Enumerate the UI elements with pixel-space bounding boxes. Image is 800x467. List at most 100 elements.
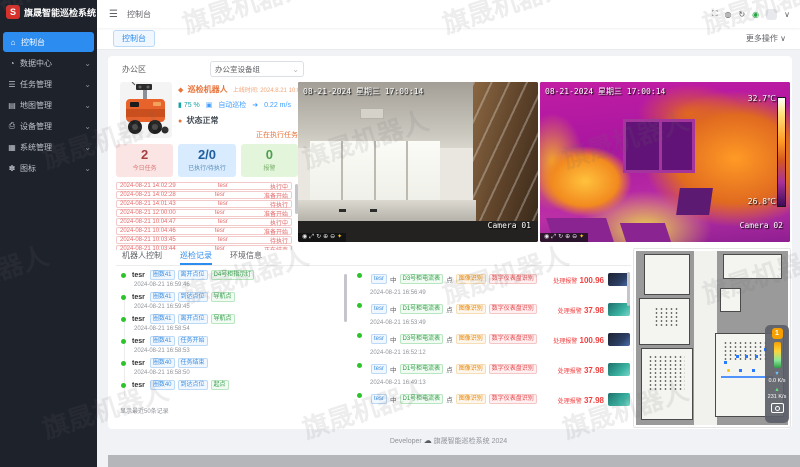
task-log-row[interactable]: 2024-08-21 14:02:29 tesr 执行中 xyxy=(116,182,292,191)
zoom-in-icon[interactable]: ⊕ xyxy=(323,234,329,240)
refresh-icon[interactable]: ↻ xyxy=(558,234,564,240)
camera-feed-1[interactable]: 08-21-2024 星期三 17:00:14 Camera 01 ◉ ⤢ ↻ ⊕ ⊖ ✦ xyxy=(298,82,538,242)
more-actions-button[interactable]: 更多操作 ∨ xyxy=(745,34,786,43)
chevron-down-icon: ⌄ xyxy=(84,142,91,152)
task-log-row[interactable]: 2024-08-21 10:04:47 tesr 执行中 xyxy=(116,218,292,227)
refresh-icon[interactable]: ↻ xyxy=(316,234,322,240)
user-status-icon[interactable]: ◉ xyxy=(752,9,760,19)
event-tag: 到达点位 xyxy=(177,380,208,390)
sidebar-item-数据中心[interactable]: ◔ 数据中心 ⌄ xyxy=(0,53,97,73)
app-logo[interactable]: S 旗晟智能巡检系统 xyxy=(0,0,97,24)
map-widget[interactable]: 1 ▼ 0.0 K/s ▲ 231 K/s xyxy=(633,248,791,428)
inspection-result[interactable]: tesr 中 D1号柜电流表点图像识别 数字仪表盘识别 处理报警 37.98 2024-0… xyxy=(354,300,630,330)
upload-arrow-icon: ▲ xyxy=(774,387,780,394)
stat-card: 2 今日任务 xyxy=(116,144,174,177)
sidebar-item-图标[interactable]: ✽ 图标 ⌄ xyxy=(0,158,97,178)
light-icon[interactable]: ✦ xyxy=(337,234,343,240)
sidebar-item-系统管理[interactable]: ▦ 系统管理 ⌄ xyxy=(0,137,97,157)
alarm-result: 处理报警 100.96 xyxy=(553,330,604,348)
device-icon: ⎙ xyxy=(8,121,16,130)
separator-text: 点 xyxy=(446,307,453,314)
task-log-row[interactable]: 2024-08-21 12:00:00 tesr 准备开始 xyxy=(116,209,292,218)
sidebar-item-控制台[interactable]: ⌂ 控制台 xyxy=(3,32,94,52)
recognition-tag: 图像识别 xyxy=(455,274,486,284)
expand-icon[interactable]: ⤢ xyxy=(309,234,315,240)
result-thumbnail[interactable] xyxy=(608,302,630,316)
records-footer-note: 显示最近50条记录 xyxy=(120,409,169,415)
event-time: 2024-08-21 16:49:13 xyxy=(370,380,426,386)
log-task-name: tesr xyxy=(217,201,228,207)
status-dot xyxy=(357,393,362,398)
sidebar-item-label: 设备管理 xyxy=(20,121,52,131)
patrol-event[interactable]: tesr 圈数41 到达点位 导航点 2024-08-21 16:59:45 xyxy=(118,292,348,314)
records-tabs: 机器人控制 巡检记录 环境信息 xyxy=(116,250,631,266)
info-icon[interactable]: ◉ xyxy=(544,234,550,240)
camera1-label: Camera 01 xyxy=(487,221,531,230)
stat-value: 2/0 xyxy=(197,147,217,162)
result-thumbnail[interactable] xyxy=(608,332,630,346)
patrol-event[interactable]: tesr 圈数40 到达点位 起点 xyxy=(118,380,348,402)
avatar[interactable] xyxy=(766,8,778,20)
fullscreen-icon[interactable]: ⛶ xyxy=(711,9,718,18)
light-icon[interactable]: ✦ xyxy=(579,234,585,240)
refresh-icon[interactable]: ↻ xyxy=(738,9,746,19)
patrol-event[interactable]: tesr 圈数41 任务开始 2024-08-21 16:58:53 xyxy=(118,336,348,358)
task-log-row[interactable]: 2024-08-21 10:03:45 tesr 待执行 xyxy=(116,236,292,245)
event-tag: 圈数41 xyxy=(149,314,175,324)
result-thumbnail[interactable] xyxy=(608,272,630,286)
robot-status: 状态正常 xyxy=(186,116,219,125)
inspection-result[interactable]: tesr 中 D3号柜电流表点图像识别 数字仪表盘识别 处理报警 100.96 2024-… xyxy=(354,330,630,360)
info-icon[interactable]: ◉ xyxy=(302,234,308,240)
chevron-down-icon[interactable]: ∨ xyxy=(784,9,790,19)
sidebar-item-设备管理[interactable]: ⎙ 设备管理 ⌄ xyxy=(0,116,97,136)
log-time: 2024-08-21 10:04:47 xyxy=(120,219,176,225)
status-dot xyxy=(121,273,126,278)
collapse-menu-icon[interactable]: ☰ xyxy=(109,8,118,20)
task-name: tesr xyxy=(132,381,145,389)
app-title: 旗晟智能巡检系统 xyxy=(24,7,97,18)
result-thumbnail[interactable] xyxy=(608,392,630,406)
status-icon: ● xyxy=(178,118,183,125)
inspection-result[interactable]: tesr 中 D1号柜电流表点图像识别 数字仪表盘识别 处理报警 37.98 2024-0… xyxy=(354,360,630,390)
alarm-label: 处理报警 xyxy=(557,399,582,405)
tab-巡检记录[interactable]: 巡检记录 xyxy=(180,250,212,265)
expand-icon[interactable]: ⤢ xyxy=(551,234,557,240)
task-tag: tesr xyxy=(371,304,388,314)
task-log-row[interactable]: 2024-08-21 10:03:44 tesr 正在结束 xyxy=(116,245,292,250)
camera-feed-2-thermal[interactable]: 32.7℃ 26.8℃ 08-21-2024 星期三 17:00:14 Came… xyxy=(540,82,790,242)
inspection-result[interactable]: tesr 中 D1号柜电流表点图像识别 数字仪表盘识别 处理报警 37.98 xyxy=(354,390,630,420)
tab-环境信息[interactable]: 环境信息 xyxy=(230,251,262,260)
device-group-select[interactable]: 办公室设备组 ⌄ xyxy=(210,61,304,77)
tab-机器人控制[interactable]: 机器人控制 xyxy=(122,251,162,260)
scrollbar[interactable] xyxy=(627,272,630,306)
sidebar-item-地图管理[interactable]: ▤ 地图管理 ⌄ xyxy=(0,95,97,115)
patrol-event[interactable]: tesr 圈数40 任务结束 2024-08-21 16:58:50 xyxy=(118,358,348,380)
status-dot xyxy=(121,317,126,322)
tab-console[interactable]: 控制台 xyxy=(113,30,155,47)
log-status: 执行中 xyxy=(269,184,288,191)
snapshot-camera-icon[interactable] xyxy=(770,403,784,414)
task-log-row[interactable]: 2024-08-21 10:04:46 tesr 准备开始 xyxy=(116,227,292,236)
task-log-row[interactable]: 2024-08-21 14:02:28 tesr 准备开始 xyxy=(116,191,292,200)
device-tag: D1号柜电流表 xyxy=(399,304,444,314)
log-time: 2024-08-21 10:04:46 xyxy=(120,228,176,234)
inspection-result[interactable]: tesr 中 D3号柜电流表点图像识别 数字仪表盘识别 处理报警 100.96 2024-… xyxy=(354,270,630,300)
chevron-down-icon: ⌄ xyxy=(84,163,91,173)
zoom-out-icon[interactable]: ⊖ xyxy=(330,234,336,240)
scrollbar[interactable] xyxy=(295,184,298,214)
patrol-event[interactable]: tesr 圈数41 离开点位 导航点 2024-08-21 16:58:54 xyxy=(118,314,348,336)
log-status: 执行中 xyxy=(269,220,288,227)
sidebar-item-任务管理[interactable]: ☰ 任务管理 ⌄ xyxy=(0,74,97,94)
sidebar: S 旗晟智能巡检系统 ⌂ 控制台 ◔ 数据中心 ⌄ ☰ 任务管理 ⌄ ▤ 地图管理 ⌄ ⎙ 设备管理 ⌄ ▦… xyxy=(0,0,97,467)
patrol-event[interactable]: tesr 圈数41 离开点位 D4号柜指示灯 2024-08-21 16:59:46 xyxy=(118,270,348,292)
message-icon[interactable]: ◍ xyxy=(724,9,732,19)
task-log-row[interactable]: 2024-08-21 14:01:43 tesr 待执行 xyxy=(116,200,292,209)
zoom-in-icon[interactable]: ⊕ xyxy=(565,234,571,240)
result-thumbnail[interactable] xyxy=(608,362,630,376)
zoom-out-icon[interactable]: ⊖ xyxy=(572,234,578,240)
patrol-list-left: tesr 圈数41 离开点位 D4号柜指示灯 2024-08-21 16:59:46 te… xyxy=(118,270,348,402)
bottom-scroll-strip[interactable] xyxy=(108,455,800,467)
scrollbar[interactable] xyxy=(344,274,347,322)
event-time: 2024-08-21 16:58:54 xyxy=(134,326,190,332)
